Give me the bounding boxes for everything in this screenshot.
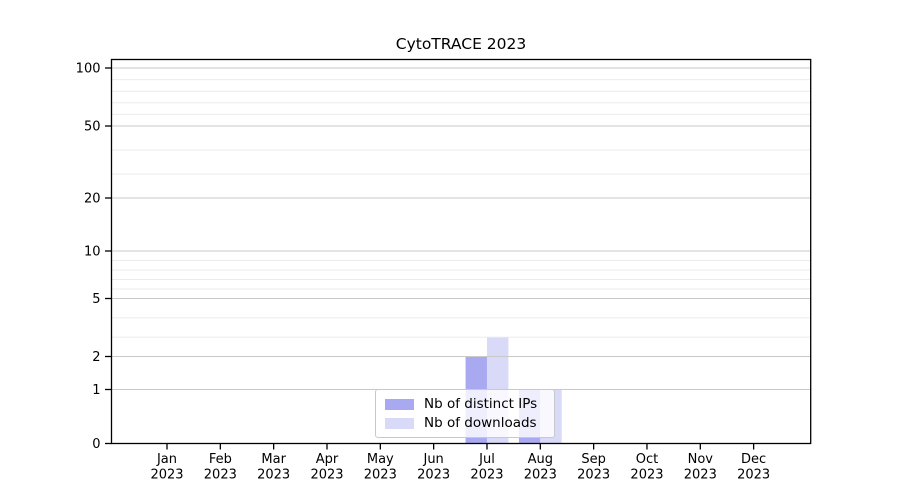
x-tick-label-month: Mar [261,452,286,467]
x-tick-label-year: 2023 [684,468,717,483]
y-tick-label: 2 [92,350,100,365]
x-tick-label-year: 2023 [204,468,237,483]
x-tick-label-year: 2023 [150,468,183,483]
legend-swatch-downloads [385,417,414,429]
x-tick-label-month: Aug [528,452,553,467]
y-tick-label: 100 [76,62,101,77]
legend-label-distinct-ips: Nb of distinct IPs [424,395,538,412]
legend-item-downloads: Nb of downloads [376,414,554,431]
x-tick-label-month: Jan [156,452,177,467]
x-tick-label-month: Nov [688,452,714,467]
x-tick-label-year: 2023 [257,468,290,483]
x-tick-label-year: 2023 [630,468,663,483]
x-tick-label-month: Jun [422,452,443,467]
x-tick-label-month: Feb [209,452,232,467]
y-tick-label: 5 [92,292,100,307]
x-tick-label-year: 2023 [470,468,503,483]
y-tick-label: 1 [92,383,100,398]
x-tick-label-year: 2023 [417,468,450,483]
x-tick-label-month: May [367,452,394,467]
y-tick-label: 50 [84,120,101,135]
x-tick-label-year: 2023 [310,468,343,483]
x-tick-label-year: 2023 [737,468,770,483]
legend: Nb of distinct IPs Nb of downloads [375,389,555,438]
y-tick-label: 0 [92,437,100,452]
legend-item-distinct-ips: Nb of distinct IPs [376,395,554,412]
x-tick-label-month: Sep [581,452,606,467]
x-tick-label-year: 2023 [524,468,557,483]
x-tick-label-month: Oct [636,452,658,467]
legend-label-downloads: Nb of downloads [424,414,537,431]
chart-title: CytoTRACE 2023 [395,35,527,53]
x-tick-label-year: 2023 [364,468,397,483]
legend-swatch-distinct-ips [385,398,414,410]
x-tick-label-month: Apr [316,452,339,467]
x-tick-label-month: Dec [741,452,766,467]
y-tick-label: 20 [84,192,101,207]
x-tick-label-year: 2023 [577,468,610,483]
x-tick-label-month: Jul [478,452,495,467]
y-tick-label: 10 [84,245,101,260]
